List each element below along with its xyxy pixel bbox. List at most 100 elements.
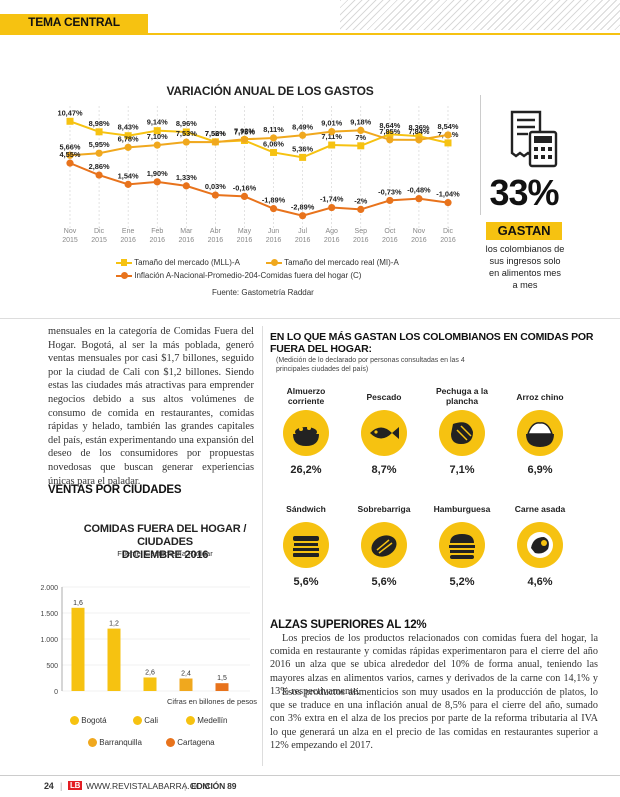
stat-caption: los colombianos de sus ingresos solo en … [480,243,570,291]
chart2-note: Cifras en billones de pesos [167,697,258,706]
chart2-title-line: DICIEMBRE 2016 [121,549,209,561]
data-label: 7,84% [408,127,429,136]
bar-label: 2,6 [145,669,155,676]
chicken-breast-icon [439,410,485,456]
bar-label: 1,6 [73,600,83,607]
x-tick-label: 2016 [179,237,195,244]
stat-caption-line: los colombianos de [485,244,565,254]
food-percentage: 7,1% [449,464,475,476]
food-name: Arroz chino [516,392,564,402]
data-label: -0,48% [407,186,431,195]
data-label: 5,95% [89,140,110,149]
foods-grid: Almuerzo corriente 26,2% Pescado 8,7% Pechug… [268,386,608,596]
x-tick-label: Jun [268,228,279,235]
x-tick-label: 2016 [149,237,165,244]
foods-subheading: (Medición de lo declarado por personas c… [276,357,465,373]
legend-item-real: Tamaño del mercado real (MI)-A [266,258,399,267]
data-label: 2,86% [89,162,110,171]
footer: 24 | LB WWW.REVISTALABARRA.COM | EDICIÓN… [0,775,620,797]
data-point [357,126,365,134]
food-name: Pechuga a la plancha [436,386,488,406]
data-point [211,138,219,146]
legend-item-cartagena: Cartagena [166,738,215,748]
footer-separator: | [60,781,63,791]
data-point [415,136,423,144]
data-point [95,171,103,179]
bar [143,677,157,691]
section-tag: TEMA CENTRAL [28,15,120,29]
legend-item-barranquilla: Barranquilla [88,738,142,748]
y-tick-label: 1.500 [40,611,58,618]
sandwich-icon [283,522,329,568]
stat-caption-line: sus ingresos solo [489,256,561,266]
data-label: -1,89% [262,196,286,205]
data-point [124,180,132,188]
stat-caption-line: en alimentos mes [488,268,561,278]
food-percentage: 26,2% [290,464,322,476]
data-label: -0,73% [378,187,402,196]
data-point [153,141,161,149]
data-label: 7% [355,133,366,142]
body-paragraph: mensuales en la categoría de Comidas Fue… [48,326,254,487]
ventas-heading: VENTAS POR CIUDADES [48,484,182,496]
stat-badge: GASTAN [486,222,562,240]
edition-label: EDICIÓN 89 [191,781,237,791]
series-line [69,120,449,159]
city-sales-bar-chart: 0 500 1.000 1.500 2.000 1,6 1,2 2,6 2,4 1,5 [40,585,250,696]
chart1-source: Fuente: Gastometría Raddar [212,288,314,297]
data-label: 8,54% [438,122,459,131]
stat-divider [480,95,481,215]
x-tick-label: 2016 [382,237,398,244]
y-tick-label: 2.000 [40,585,58,592]
rice-bowl-icon [283,410,329,456]
data-label: 4,55% [60,150,81,159]
legend-item-mll: Tamaño del mercado (MLL)-A [116,258,240,267]
y-tick-label: 0 [54,689,58,696]
x-tick-label: Sep [355,228,368,235]
data-label: 8,64% [379,121,400,130]
data-label: 9,01% [321,119,342,128]
legend-label: Tamaño del mercado (MLL)-A [134,258,240,267]
data-point [299,212,307,220]
x-tick-label: 2016 [295,237,311,244]
data-point [66,159,74,167]
data-label: 7,10% [147,132,168,141]
data-label: 7,11% [321,132,342,141]
legend-label: Barranquilla [99,738,142,747]
footer-rule [0,775,620,776]
legend-item-medellin: Medellín [186,716,227,726]
data-point [182,182,190,190]
x-tick-label: Nov [413,228,426,235]
x-tick-label: Dic [443,228,454,235]
x-tick-label: 2016 [411,237,427,244]
data-point [66,117,74,125]
bar [179,678,193,691]
data-point [328,141,336,149]
steak-icon [361,522,407,568]
data-point [211,191,219,199]
x-tick-label: Ene [122,228,135,235]
alzas-heading: ALZAS SUPERIORES AL 12% [270,619,427,631]
website-link[interactable]: WWW.REVISTALABARRA.COM [86,781,210,791]
chart1-title: VARIACIÓN ANUAL DE LOS GASTOS [166,84,374,98]
data-label: 1,54% [118,171,139,180]
x-tick-label: Mar [180,228,193,235]
x-tick-label: 2016 [353,237,369,244]
data-label: 7,85% [379,127,400,136]
bar-label: 2,4 [181,671,191,678]
y-tick-label: 1.000 [40,637,58,644]
data-point [269,205,278,213]
data-point [182,128,190,136]
food-name: Sándwich [286,504,326,514]
x-tick-label: 2016 [208,237,224,244]
data-point [153,127,161,135]
data-label: 9,18% [350,117,371,126]
chart2-title-line: COMIDAS FUERA DEL HOGAR / CIUDADES [83,523,247,548]
food-name: Carne asada [514,504,566,514]
data-point [415,132,423,140]
food-percentage: 5,6% [293,576,319,588]
top-rule [0,33,620,35]
data-point [415,195,423,203]
data-point [328,203,336,212]
grilled-meat-icon [517,522,563,568]
